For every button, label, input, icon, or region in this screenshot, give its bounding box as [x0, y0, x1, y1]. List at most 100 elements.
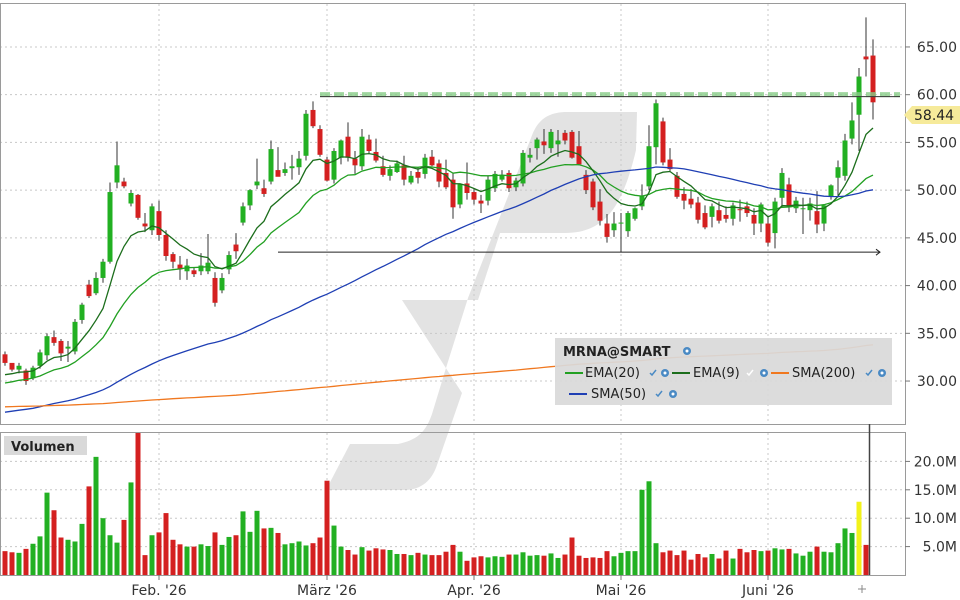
legend-symbol-settings-icon[interactable]: [683, 347, 691, 355]
candle-body: [548, 131, 554, 149]
candle-body: [842, 140, 848, 176]
candle-body: [373, 151, 379, 161]
volume-bar: [282, 544, 288, 575]
candle-body: [709, 206, 715, 217]
volume-bar: [177, 544, 183, 575]
volume-bar: [219, 544, 225, 575]
volume-bar: [387, 550, 393, 575]
candle-body: [338, 140, 344, 158]
candle-body: [289, 166, 295, 169]
volume-bar: [681, 550, 687, 575]
candle-body: [583, 174, 589, 191]
volume-bar: [674, 555, 680, 575]
legend-label-ema9: EMA(9): [693, 366, 740, 381]
volume-bar: [471, 557, 477, 575]
candle-body: [184, 265, 190, 272]
candle-body: [366, 139, 372, 151]
support-arrow: [875, 248, 881, 256]
scroll-marker-icon[interactable]: [858, 585, 866, 593]
legend-label-ema20: EMA(20): [585, 366, 640, 381]
legend-sma50-settings-icon[interactable]: [669, 390, 677, 398]
volume-bar: [807, 551, 813, 575]
candle-body: [618, 222, 624, 224]
candle-body: [632, 208, 638, 219]
volume-bar: [492, 556, 498, 575]
volume-bar: [485, 557, 491, 575]
candle-body: [219, 277, 225, 291]
volume-bar: [709, 553, 715, 575]
volume-bar: [695, 553, 701, 575]
candle-body: [765, 223, 771, 243]
candle-body: [499, 174, 505, 180]
candle-body: [681, 193, 687, 201]
volume-bar: [352, 554, 358, 575]
volume-bar: [93, 456, 99, 575]
volume-bar: [100, 518, 106, 575]
legend-ema9-settings-icon[interactable]: [760, 369, 768, 377]
candle-body: [100, 261, 106, 278]
y-tick-label: 65.00: [917, 40, 957, 56]
volume-bar: [779, 549, 785, 575]
legend-sma50-check-icon[interactable]: [655, 390, 663, 398]
volume-bar: [499, 556, 505, 575]
legend-ema20-settings-icon[interactable]: [661, 369, 669, 377]
legend-sma200-settings-icon[interactable]: [878, 369, 886, 377]
candle-body: [324, 159, 330, 181]
volume-bar: [296, 541, 302, 575]
candle-body: [604, 223, 610, 237]
candlesticks: [2, 17, 876, 385]
candle-body: [135, 194, 141, 218]
volume-bar: [814, 546, 820, 575]
volume-bar: [443, 551, 449, 575]
candle-body: [597, 201, 603, 221]
volume-bar: [198, 544, 204, 575]
volume-bar: [639, 489, 645, 575]
volume-bar: [128, 482, 134, 575]
candle-body: [51, 337, 57, 343]
volume-bar: [30, 543, 36, 575]
candle-body: [30, 367, 36, 379]
candle-body: [261, 188, 267, 194]
volume-bar: [842, 528, 848, 575]
volume-bar: [429, 555, 435, 575]
volume-bar: [9, 552, 15, 575]
volume-bar: [611, 556, 617, 575]
candle-body: [128, 193, 134, 204]
volume-bar: [23, 548, 29, 575]
candle-body: [737, 209, 743, 211]
y-tick-label: 40.00: [917, 279, 957, 295]
candle-body: [590, 181, 596, 208]
candle-body: [611, 223, 617, 231]
candle-body: [156, 211, 162, 235]
candle-body: [352, 158, 358, 166]
candle-body: [296, 158, 302, 168]
y-tick-label: 30.00: [917, 374, 957, 390]
volume-y-tick-label: 10.0M: [914, 511, 957, 527]
volume-bar: [37, 536, 43, 575]
volume-bar: [450, 544, 456, 575]
candle-body: [702, 213, 708, 228]
candle-body: [772, 201, 778, 234]
candle-body: [695, 202, 701, 220]
volume-bar: [163, 513, 169, 575]
candle-body: [569, 131, 575, 158]
last-price-marker: 58.44: [904, 106, 960, 124]
volume-bar: [800, 555, 806, 575]
volume-bars: [2, 433, 869, 575]
candle-body: [2, 354, 8, 363]
volume-bar: [149, 535, 155, 575]
volume-bar: [618, 552, 624, 575]
candle-body: [450, 179, 456, 208]
volume-bar: [569, 537, 575, 575]
volume-bar: [289, 543, 295, 575]
candle-body: [86, 284, 92, 297]
candle-body: [149, 206, 155, 231]
legend-label-sma200: SMA(200): [792, 366, 855, 381]
x-tick-label: Feb. '26: [131, 583, 186, 599]
legend-ema9-check-icon[interactable]: [746, 369, 754, 377]
candle-body: [492, 173, 498, 189]
legend-ema20-check-icon[interactable]: [649, 369, 657, 377]
legend-sma200-check-icon[interactable]: [865, 369, 873, 377]
candle-body: [478, 200, 484, 204]
